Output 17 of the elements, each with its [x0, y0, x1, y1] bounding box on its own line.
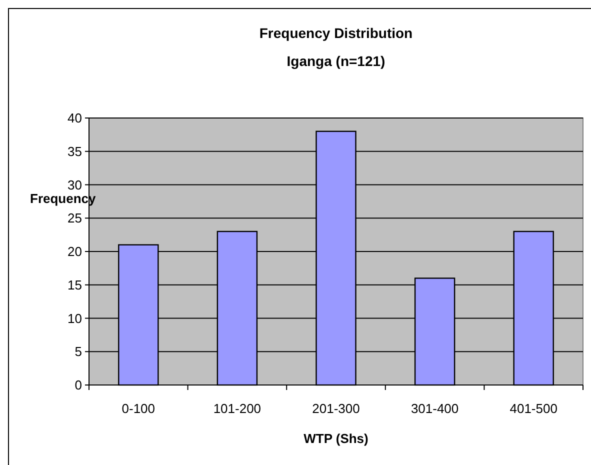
y-tick-label: 10 [68, 310, 82, 326]
x-tick-label: 101-200 [213, 401, 262, 416]
chart-title: Frequency Distribution [259, 25, 413, 41]
y-tick-label: 35 [68, 144, 82, 159]
y-tick-label: 5 [74, 344, 82, 360]
x-tick-label: 301-400 [410, 401, 459, 416]
y-tick-label: 0 [74, 378, 82, 393]
y-tick-label: 15 [68, 277, 82, 292]
y-tick-label: 20 [68, 244, 82, 260]
y-tick-label: 25 [68, 210, 82, 226]
x-tick-label: 201-300 [312, 401, 360, 416]
y-tick-label: 30 [68, 177, 82, 192]
x-tick-label: 401-500 [510, 401, 558, 416]
y-tick-label: 40 [68, 110, 82, 126]
x-axis-title: WTP (Shs) [304, 431, 368, 446]
x-tick-label: 0-100 [122, 401, 156, 416]
chart-subtitle: Iganga (n=121) [286, 53, 386, 69]
